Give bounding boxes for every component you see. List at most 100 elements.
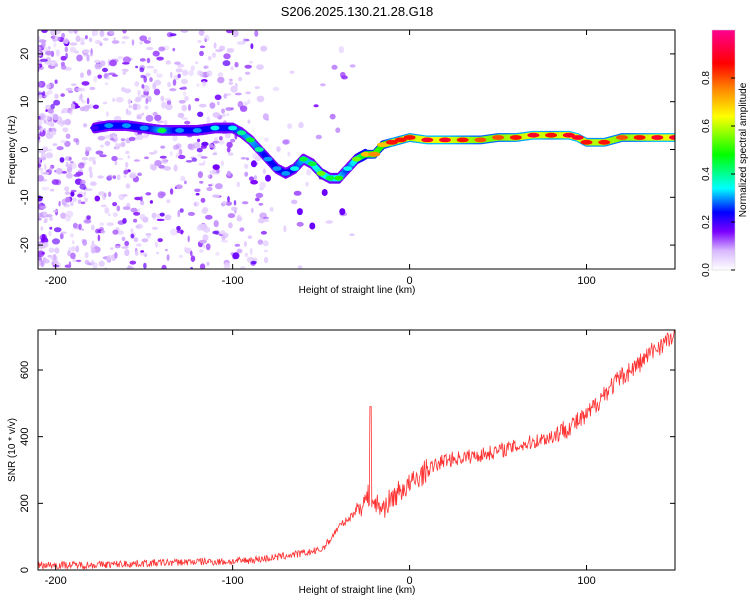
- heatmap-noise-blob: [106, 111, 109, 117]
- heatmap-noise-blob: [40, 114, 45, 121]
- heatmap-noise-blob: [38, 138, 41, 144]
- heatmap-noise-blob: [206, 186, 213, 192]
- heatmap-noise-blob: [38, 39, 47, 43]
- heatmap-noise-blob: [287, 123, 293, 129]
- colorbar-gradient: [712, 30, 735, 270]
- heatmap-noise-blob: [92, 104, 99, 110]
- heatmap-noise-blob: [65, 196, 71, 203]
- heatmap-noise-blob: [154, 160, 162, 167]
- heatmap-noise-blob: [122, 71, 127, 75]
- colorbar-tick-label: 0.4: [701, 167, 712, 181]
- heatmap-noise-blob: [184, 180, 187, 185]
- heatmap-noise-blob: [141, 84, 145, 89]
- heatmap-noise-blob: [202, 160, 206, 165]
- heatmap-noise-blob: [107, 174, 113, 179]
- heatmap-noise-blob: [329, 113, 336, 120]
- heatmap-noise-blob: [49, 217, 53, 221]
- heatmap-noise-blob: [166, 100, 172, 105]
- heatmap-noise-blob: [255, 192, 264, 198]
- colorbar: 0.0 0.2 0.4 0.6 0.8 Normalized spectral ampl…: [701, 29, 749, 277]
- heatmap-noise-blob: [73, 105, 81, 109]
- heatmap-noise-blob: [54, 79, 58, 84]
- heatmap-noise-blob: [47, 108, 54, 114]
- heatmap-noise-blob: [213, 220, 219, 228]
- heatmap-noise-blob: [205, 214, 213, 220]
- heatmap-noise-blob: [254, 86, 260, 90]
- heatmap-noise-blob: [325, 220, 334, 224]
- heatmap-noise-blob: [259, 181, 266, 189]
- heatmap-noise-blob: [38, 195, 43, 202]
- heatmap-y-tick-label: 0: [19, 146, 31, 152]
- heatmap-noise-blob: [190, 266, 193, 269]
- heatmap-noise-blob: [142, 85, 150, 92]
- snr-y-tick-label: 0: [19, 567, 31, 573]
- heatmap-noise-blob: [100, 204, 107, 208]
- heatmap-noise-blob: [187, 211, 195, 216]
- heatmap-noise-blob: [176, 225, 181, 231]
- heatmap-noise-blob: [79, 106, 85, 112]
- heatmap-noise-blob: [85, 188, 93, 192]
- heatmap-noise-blob: [45, 132, 54, 139]
- heatmap-noise-blob: [195, 192, 200, 196]
- heatmap-noise-blob: [244, 171, 249, 177]
- heatmap-noise-blob: [104, 140, 111, 147]
- heatmap-noise-blob: [141, 238, 149, 243]
- heatmap-noise-blob: [262, 240, 269, 247]
- heatmap-x-tick-label: -100: [222, 275, 244, 287]
- heatmap-noise-blob: [349, 64, 356, 68]
- heatmap-ridge-point: [456, 137, 469, 143]
- heatmap-noise-blob: [41, 30, 48, 33]
- heatmap-noise-blob: [112, 74, 118, 77]
- heatmap-noise-blob: [60, 93, 65, 97]
- heatmap-noise-blob: [258, 202, 264, 206]
- heatmap-noise-blob: [139, 213, 146, 221]
- heatmap-noise-blob: [79, 179, 86, 185]
- heatmap-noise-blob: [246, 157, 249, 161]
- heatmap-noise-blob: [94, 195, 101, 202]
- heatmap-noise-blob: [123, 169, 129, 175]
- heatmap-noise-blob: [94, 59, 101, 64]
- heatmap-noise-blob: [143, 262, 147, 269]
- heatmap-noise-blob: [82, 123, 88, 128]
- heatmap-x-tick-label: 0: [407, 275, 413, 287]
- heatmap-y-ticks: -20 -10 0 10 20: [19, 48, 675, 253]
- heatmap-noise-blob: [38, 156, 42, 162]
- heatmap-noise-blob: [121, 41, 126, 44]
- heatmap-noise-blob: [227, 49, 234, 53]
- heatmap-noise-blob: [226, 170, 232, 177]
- heatmap-noise-blob: [53, 227, 62, 233]
- heatmap-noise-blob: [38, 217, 42, 221]
- heatmap-noise-blob: [252, 152, 258, 159]
- heatmap-noise-blob: [88, 156, 96, 160]
- heatmap-noise-blob: [144, 156, 149, 160]
- heatmap-noise-blob: [175, 184, 183, 190]
- heatmap-noise-blob: [139, 41, 143, 45]
- heatmap-noise-blob: [291, 199, 298, 205]
- heatmap-ridge-point: [192, 127, 202, 133]
- heatmap-noise-blob: [149, 77, 153, 83]
- heatmap-ridge-point: [360, 151, 370, 157]
- heatmap-noise-blob: [112, 229, 119, 235]
- heatmap-noise-blob: [52, 113, 59, 121]
- colorbar-label: Normalized spectral amplitude: [738, 82, 749, 217]
- heatmap-noise-blob: [86, 97, 90, 105]
- heatmap-noise-blob: [78, 162, 85, 169]
- heatmap-noise-blob: [121, 246, 129, 249]
- heatmap-noise-blob: [211, 52, 217, 58]
- heatmap-noise-blob: [236, 181, 241, 188]
- heatmap-noise-blob: [103, 135, 112, 139]
- heatmap-noise-blob: [60, 212, 67, 219]
- heatmap-noise-blob: [69, 233, 74, 238]
- heatmap-noise-blob: [199, 249, 204, 253]
- heatmap-noise-blob: [180, 229, 184, 235]
- heatmap-noise-blob: [230, 138, 236, 143]
- heatmap-noise-blob: [139, 252, 148, 256]
- heatmap-noise-blob: [256, 95, 265, 103]
- heatmap-noise-blob: [172, 47, 176, 52]
- heatmap-noise-blob: [64, 46, 69, 53]
- heatmap-noise-blob: [239, 105, 248, 112]
- heatmap-noise-blob: [73, 30, 78, 34]
- heatmap-noise-blob: [65, 172, 73, 179]
- heatmap-noise-blob: [85, 35, 88, 40]
